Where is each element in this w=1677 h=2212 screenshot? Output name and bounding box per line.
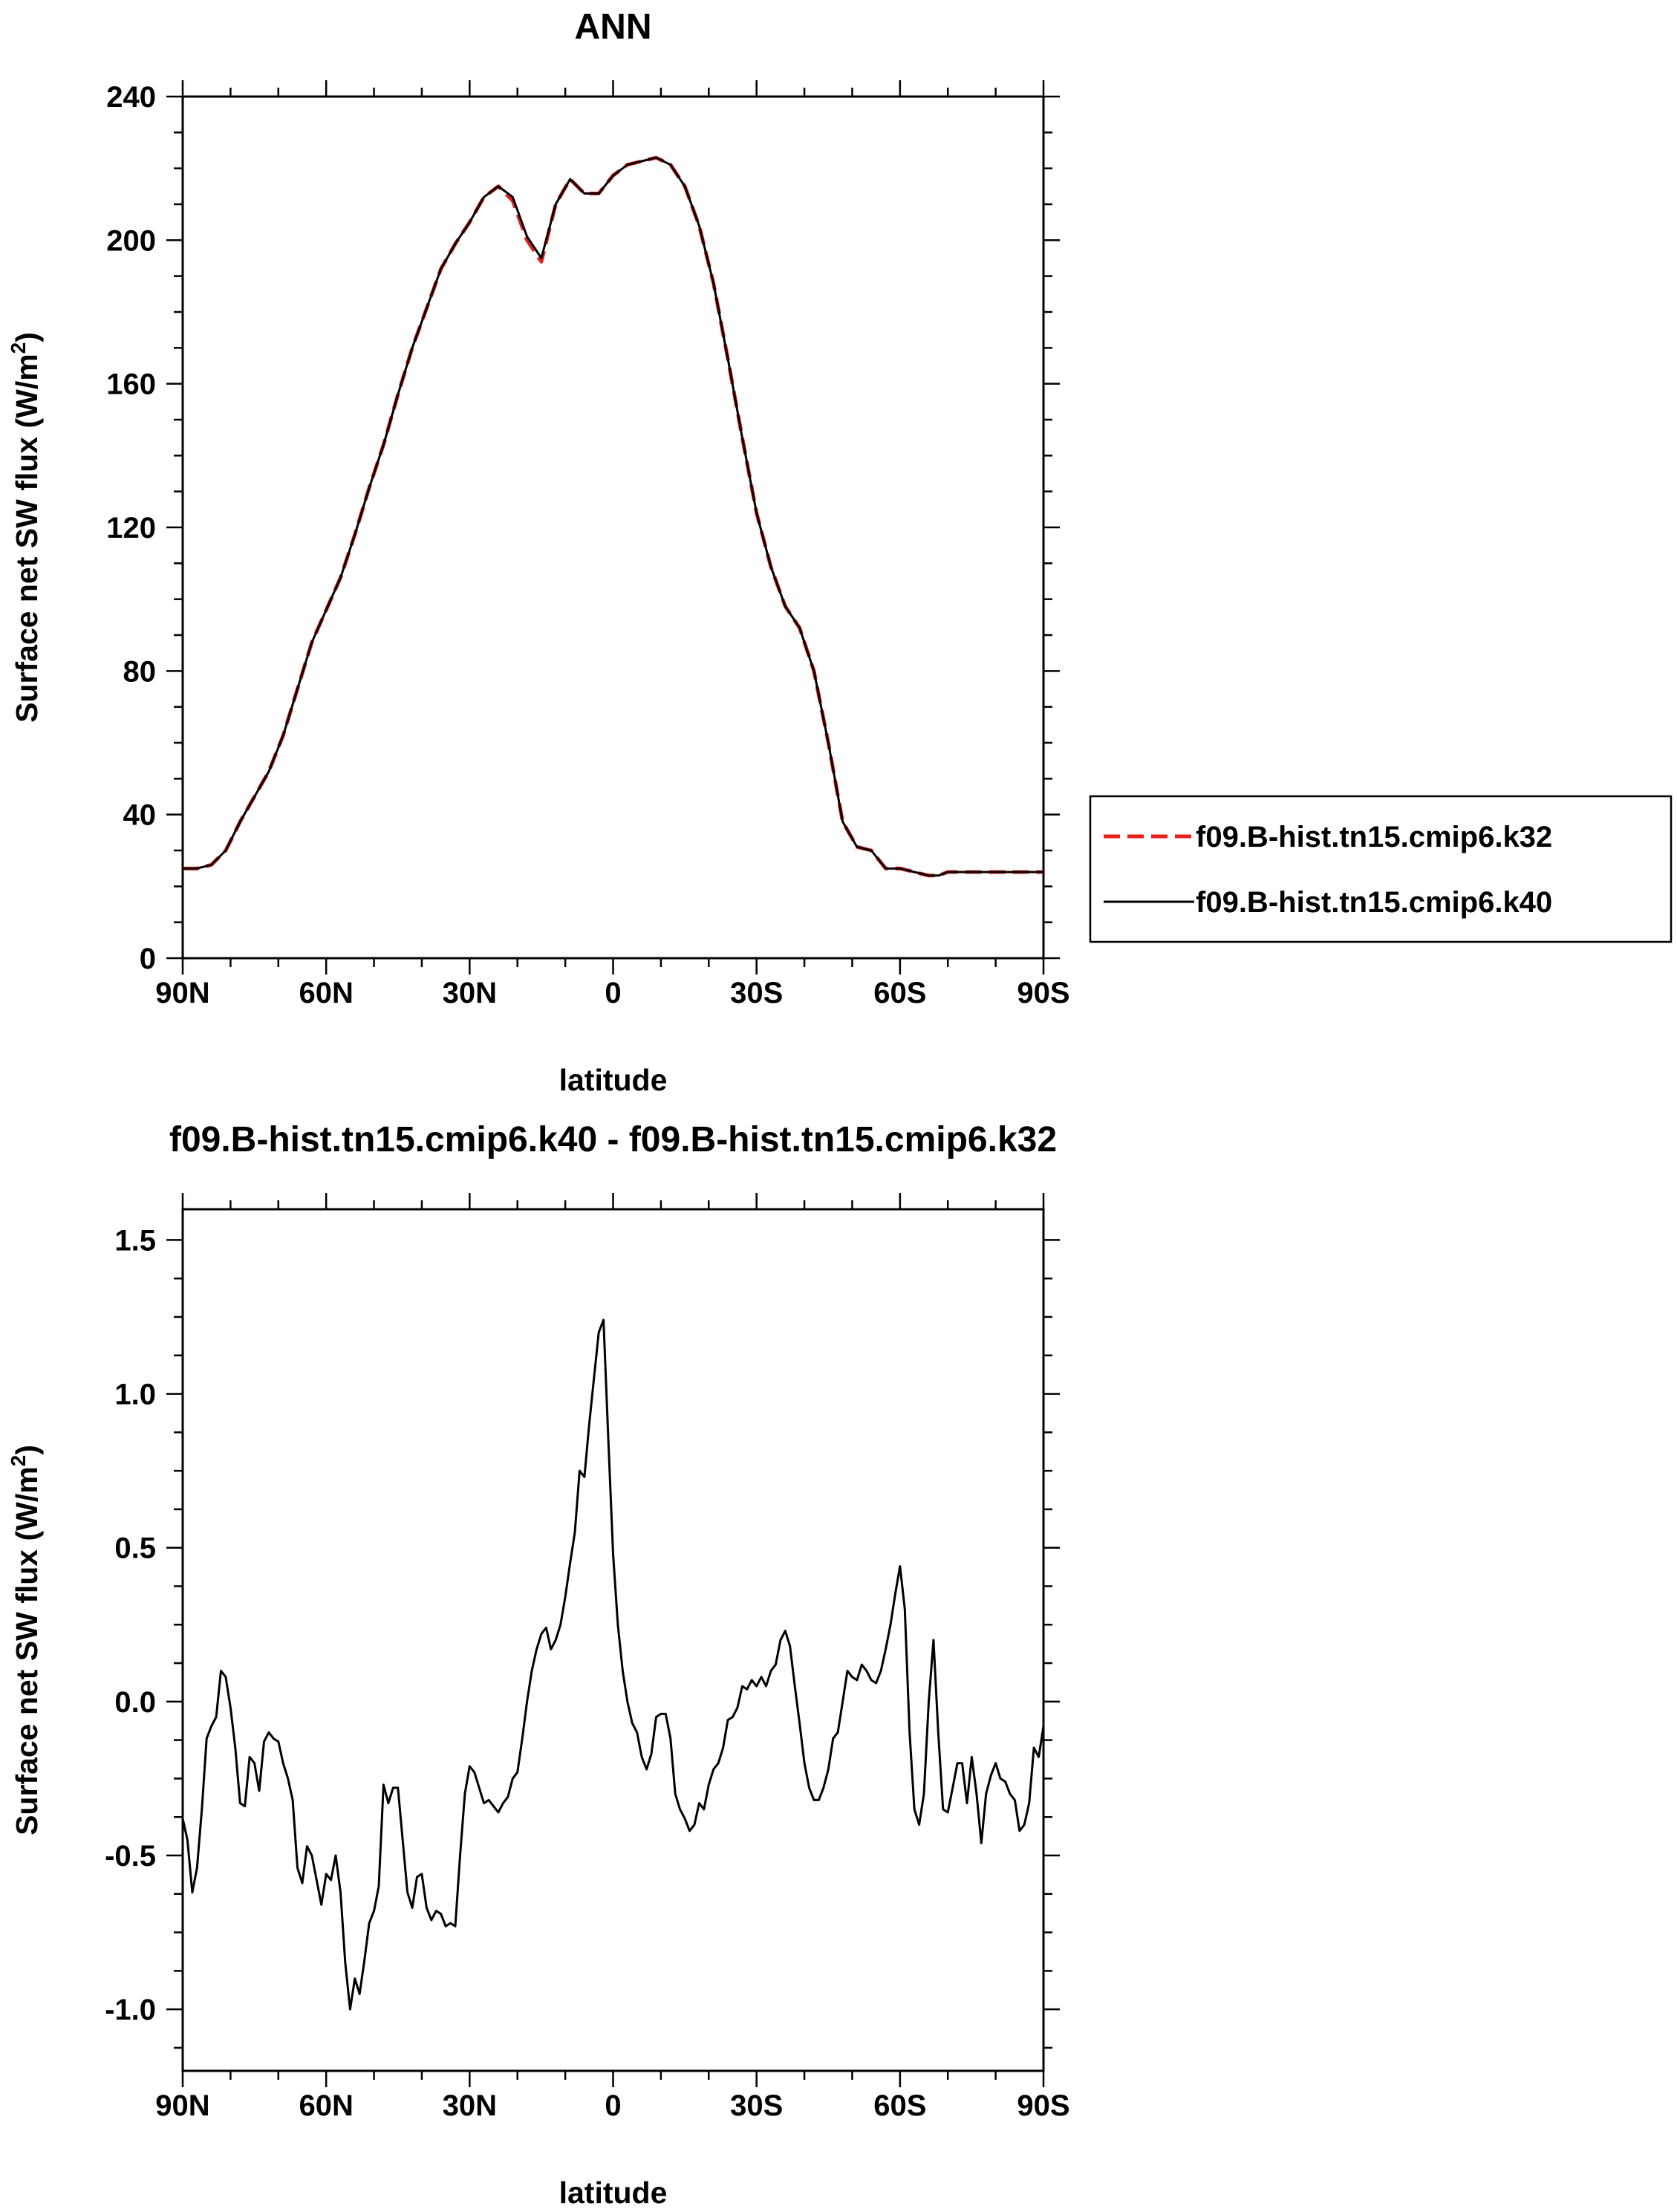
series-line-0 [183, 155, 1043, 878]
y-tick-label: 200 [106, 224, 156, 257]
y-tick-label: 240 [106, 81, 156, 114]
x-tick-label: 30S [730, 2089, 783, 2122]
x-tick-label: 90N [155, 977, 209, 1009]
x-tick-label: 60S [873, 2089, 926, 2122]
y-tick-label: -0.5 [105, 1840, 156, 1873]
series-line-1 [183, 156, 1043, 877]
y-tick-label: 1.0 [114, 1379, 156, 1411]
plot-frame [181, 95, 1045, 960]
y-tick-label: 0.5 [114, 1532, 156, 1565]
x-tick-label: 30S [730, 977, 783, 1009]
legend-box [1089, 795, 1673, 943]
y-tick-label: 120 [106, 512, 156, 544]
x-tick-label: 90S [1017, 977, 1069, 1009]
legend-label-0: f09.B-hist.tn15.cmip6.k32 [1196, 821, 1552, 853]
y-tick-label: 80 [123, 655, 157, 688]
y-axis-label-main: Surface net SW flux (W/m [10, 354, 44, 723]
x-tick-label: 90S [1017, 2089, 1069, 2122]
y-axis-label-superscript: 2 [7, 1455, 30, 1467]
y-axis-label-end: ) [10, 1445, 44, 1455]
y-tick-label: -1.0 [105, 1994, 156, 2026]
difference-chart-panel: f09.B-hist.tn15.cmip6.k40 - f09.B-hist.t… [7, 1120, 1070, 2210]
y-tick-label: 160 [106, 368, 156, 401]
x-tick-label: 60S [873, 977, 926, 1009]
legend-label-1: f09.B-hist.tn15.cmip6.k40 [1196, 886, 1552, 919]
y-axis-label: Surface net SW flux (W/m2) [7, 1445, 44, 1835]
x-tick-label: 90N [155, 2089, 209, 2122]
series-line-0 [181, 1318, 1045, 2011]
chart-title: f09.B-hist.tn15.cmip6.k40 - f09.B-hist.t… [169, 1120, 1057, 1159]
x-tick-label: 60N [299, 977, 353, 1009]
y-axis-label-superscript: 2 [7, 342, 30, 354]
top-chart-panel: ANN 0 40 80 120 160 200 240 90N 60N 30N 0 30S 60S 90S l… [7, 7, 1673, 1097]
x-tick-label: 30N [443, 977, 497, 1009]
chart-title: ANN [575, 7, 652, 47]
y-axis-label-main: Surface net SW flux (W/m [10, 1466, 44, 1835]
x-tick-label: 30N [443, 2089, 497, 2122]
x-tick-label: 0 [605, 977, 621, 1009]
x-axis-label: latitude [559, 1063, 668, 1097]
y-axis-label-end: ) [10, 332, 44, 342]
plot-frame [181, 1208, 1045, 2072]
y-tick-label: 0 [140, 943, 156, 975]
x-tick-label: 0 [605, 2089, 621, 2122]
y-tick-label: 0.0 [114, 1686, 156, 1719]
x-tick-label: 60N [299, 2089, 353, 2122]
y-tick-label: 1.5 [114, 1224, 156, 1257]
y-tick-label: 40 [123, 799, 157, 832]
y-axis-label: Surface net SW flux (W/m2) [7, 332, 44, 723]
x-axis-label: latitude [559, 2176, 668, 2210]
